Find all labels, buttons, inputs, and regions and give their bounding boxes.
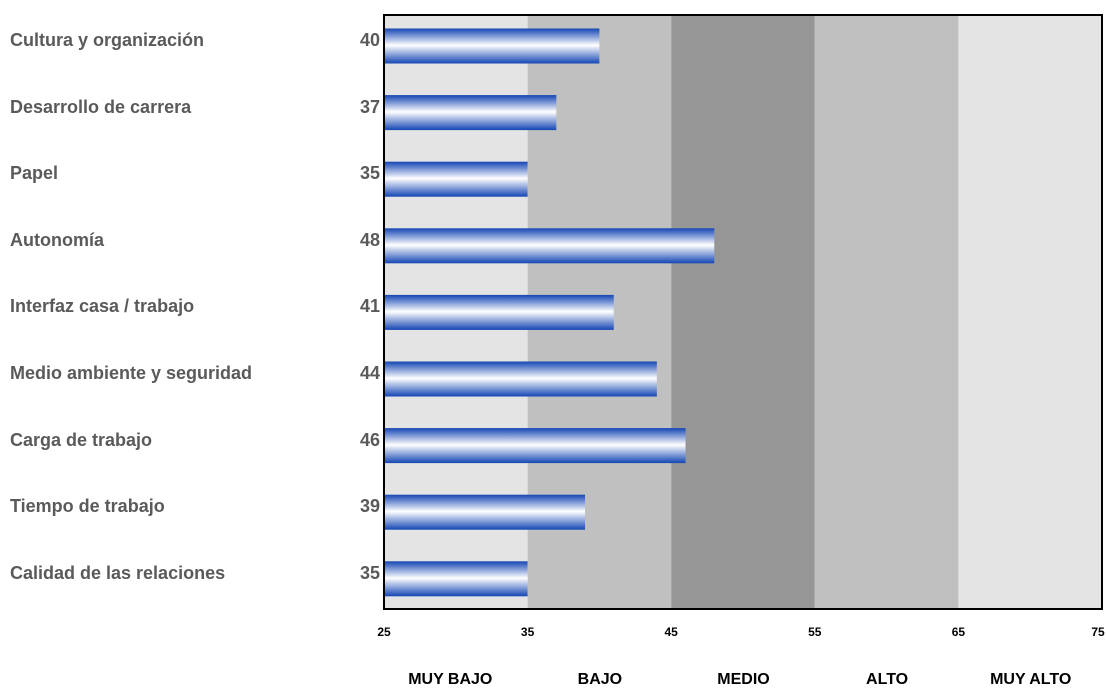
bar [384, 494, 586, 530]
bar [384, 294, 614, 330]
value-label: 46 [359, 429, 380, 450]
value-label: 37 [359, 96, 380, 117]
bar [384, 95, 557, 131]
bar [384, 561, 528, 597]
bar [384, 428, 686, 464]
band-4 [958, 15, 1102, 609]
band-label: MUY BAJO [408, 671, 493, 688]
bar [384, 161, 528, 197]
x-tick-label: 75 [1091, 625, 1105, 639]
x-tick-label: 25 [377, 625, 391, 639]
band-2 [671, 15, 815, 609]
category-label: Calidad de las relaciones [10, 562, 226, 583]
x-tick-label: 45 [664, 625, 678, 639]
category-label: Cultura y organización [10, 30, 205, 50]
band-label: MUY ALTO [990, 671, 1072, 688]
value-label: 35 [359, 163, 380, 184]
value-label: 48 [359, 229, 380, 250]
value-label: 35 [359, 562, 380, 583]
category-label: Tiempo de trabajo [10, 496, 165, 517]
band-label: MEDIO [717, 671, 770, 688]
plot-frame [383, 14, 1103, 610]
category-label: Desarrollo de carrera [10, 96, 192, 117]
x-tick-label: 65 [951, 625, 966, 639]
value-label: 40 [359, 30, 380, 50]
category-label: Papel [10, 163, 59, 184]
category-label: Medio ambiente y seguridad [10, 363, 253, 383]
x-tick-label: 55 [808, 625, 822, 639]
x-tick-label: 35 [520, 625, 535, 639]
category-label: Interfaz casa / trabajo [10, 296, 195, 317]
band-3 [814, 15, 959, 609]
category-label: Carga de trabajo [10, 429, 153, 450]
bar [384, 361, 657, 397]
value-label: 41 [359, 296, 380, 317]
band-label: ALTO [866, 671, 909, 688]
band-label: BAJO [577, 671, 623, 688]
bar [384, 228, 715, 264]
bar [384, 28, 600, 64]
value-label: 44 [359, 363, 380, 383]
value-label: 39 [359, 496, 380, 517]
category-label: Autonomía [10, 229, 104, 250]
